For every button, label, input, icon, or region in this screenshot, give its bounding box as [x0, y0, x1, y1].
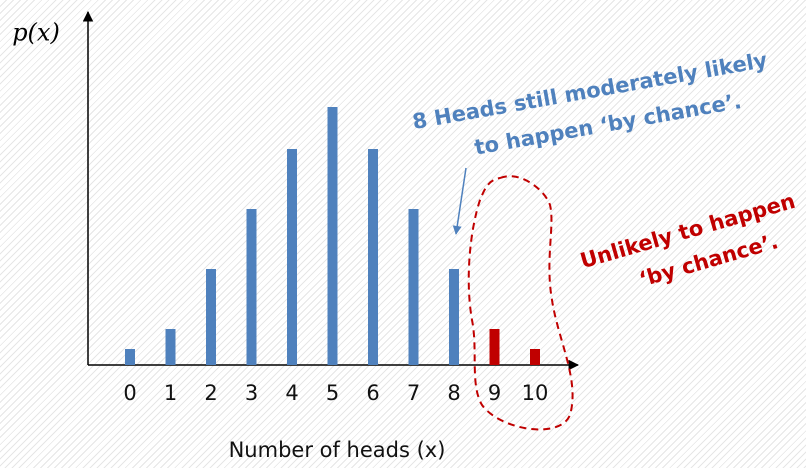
y-axis-label: p(x)	[12, 19, 60, 47]
x-axis-label: Number of heads (x)	[229, 438, 446, 462]
bar	[408, 209, 419, 365]
x-tick-label: 10	[522, 381, 549, 405]
x-tick-label: 8	[447, 381, 460, 405]
annotation-arrow	[452, 167, 467, 235]
bar	[368, 149, 378, 365]
bar	[489, 329, 500, 365]
bar	[287, 149, 297, 365]
x-tick-label: 9	[488, 381, 501, 405]
x-tick-label: 0	[123, 381, 136, 405]
highlight-region	[467, 175, 574, 431]
bar	[125, 349, 135, 365]
x-tick-label: 6	[366, 381, 379, 405]
x-tick-label: 5	[326, 381, 339, 405]
bar	[327, 107, 338, 365]
annotation: Unlikely to happen‘by chance’.	[578, 189, 798, 292]
bar	[246, 209, 257, 365]
bar	[530, 349, 540, 365]
bar	[449, 269, 459, 365]
x-tick-label: 7	[407, 381, 420, 405]
x-tick-label: 1	[164, 381, 177, 405]
bar	[165, 329, 176, 365]
bar	[206, 269, 216, 365]
x-tick-label: 4	[285, 381, 298, 405]
x-tick-label: 2	[204, 381, 217, 405]
x-tick-label: 3	[245, 381, 258, 405]
